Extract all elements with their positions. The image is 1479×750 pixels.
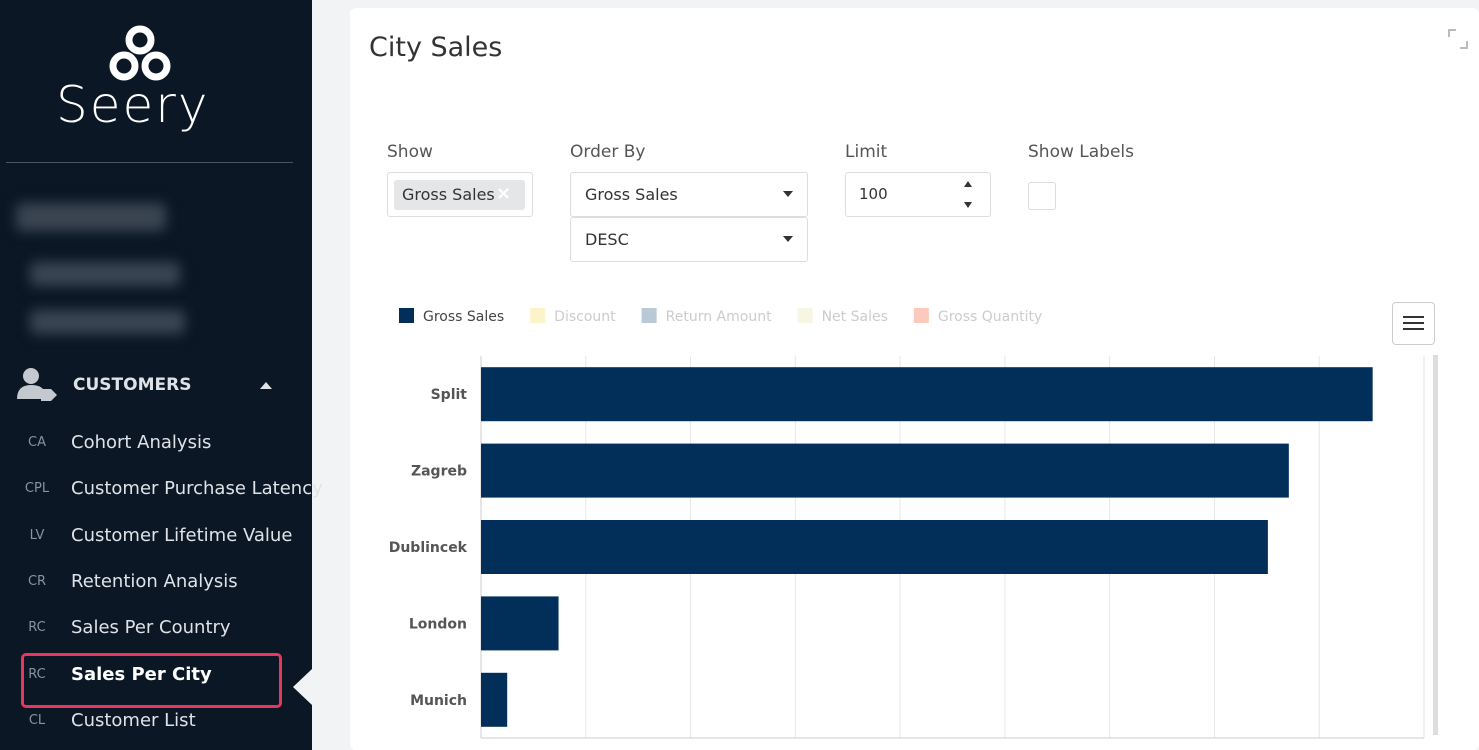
- y-tick-label: Split: [431, 387, 468, 403]
- nav-item[interactable]: Customer List: [71, 709, 196, 731]
- y-tick-label: London: [409, 616, 467, 632]
- blurred-item: [16, 203, 166, 231]
- nav-abbr: CPL: [24, 481, 50, 497]
- chart-menu[interactable]: [1392, 302, 1435, 345]
- filter-label: Show Labels: [1028, 142, 1134, 162]
- section-icon: [17, 368, 57, 401]
- select-value: Gross Sales: [585, 185, 678, 204]
- highlight: [21, 653, 282, 708]
- legend-swatch[interactable]: [913, 308, 929, 323]
- checkbox[interactable]: [1028, 182, 1056, 210]
- legend-swatch[interactable]: [641, 308, 657, 323]
- select-value: DESC: [585, 230, 629, 249]
- legend-label[interactable]: Gross Quantity: [938, 309, 1042, 325]
- select[interactable]: Gross Sales: [570, 172, 808, 217]
- blurred-item: [30, 310, 185, 334]
- bar: [481, 520, 1268, 574]
- number-input[interactable]: 100: [845, 172, 991, 217]
- nav-abbr: LV: [29, 527, 45, 543]
- section-title[interactable]: CUSTOMERS: [73, 375, 192, 395]
- bar: [481, 596, 559, 651]
- nav-item[interactable]: Retention Analysis: [71, 570, 238, 592]
- nav-abbr: RC: [28, 666, 46, 682]
- nav-abbr: RC: [28, 620, 46, 636]
- logo-icon: [109, 25, 171, 81]
- y-tick-label: Zagreb: [411, 464, 467, 480]
- nav-abbr: CA: [28, 435, 46, 450]
- legend-swatch[interactable]: [530, 308, 546, 323]
- blurred-item: [30, 262, 180, 286]
- brand: Seery: [56, 76, 210, 134]
- multiselect[interactable]: Gross Sales ×: [387, 172, 533, 217]
- card-title: City Sales: [369, 32, 503, 63]
- nav-abbr: CL: [28, 712, 46, 728]
- nav-item[interactable]: Sales Per City: [71, 663, 212, 685]
- tag: Gross Sales: [394, 180, 525, 210]
- filter-label: Show: [387, 142, 433, 162]
- nav-item[interactable]: Cohort Analysis: [71, 432, 212, 453]
- legend-label[interactable]: Net Sales: [822, 309, 888, 325]
- legend-label[interactable]: Gross Sales: [423, 309, 504, 325]
- spin-down[interactable]: [964, 202, 972, 208]
- active-pointer: [293, 669, 312, 705]
- legend-swatch[interactable]: [399, 308, 414, 323]
- collapse-caret[interactable]: [260, 382, 272, 389]
- scrollbar: [1433, 355, 1438, 735]
- expand-icon[interactable]: [1447, 28, 1469, 50]
- input-value: 100: [859, 185, 888, 203]
- tag-remove[interactable]: ×: [496, 183, 512, 204]
- nav-abbr: CR: [27, 573, 47, 589]
- filter-label: Limit: [845, 142, 888, 162]
- nav-item[interactable]: Customer Lifetime Value: [71, 524, 293, 546]
- divider: [6, 162, 293, 163]
- legend-label[interactable]: Discount: [554, 309, 616, 325]
- y-tick-label: Dublincek: [389, 540, 468, 556]
- y-tick-label: Munich: [410, 693, 467, 709]
- bar: [481, 672, 508, 727]
- spin-up[interactable]: [964, 181, 972, 187]
- filter-label: Order By: [570, 142, 646, 162]
- bar: [481, 443, 1289, 498]
- legend-swatch[interactable]: [797, 308, 813, 323]
- select[interactable]: DESC: [570, 217, 808, 262]
- bar: [481, 367, 1373, 422]
- legend-label[interactable]: Return Amount: [666, 309, 772, 325]
- sidebar: Seery CUSTOMERS CA Cohort Analysis CPL Cust…: [0, 0, 323, 750]
- nav-item[interactable]: Customer Purchase Latency: [71, 478, 323, 500]
- nav-item[interactable]: Sales Per Country: [71, 617, 231, 639]
